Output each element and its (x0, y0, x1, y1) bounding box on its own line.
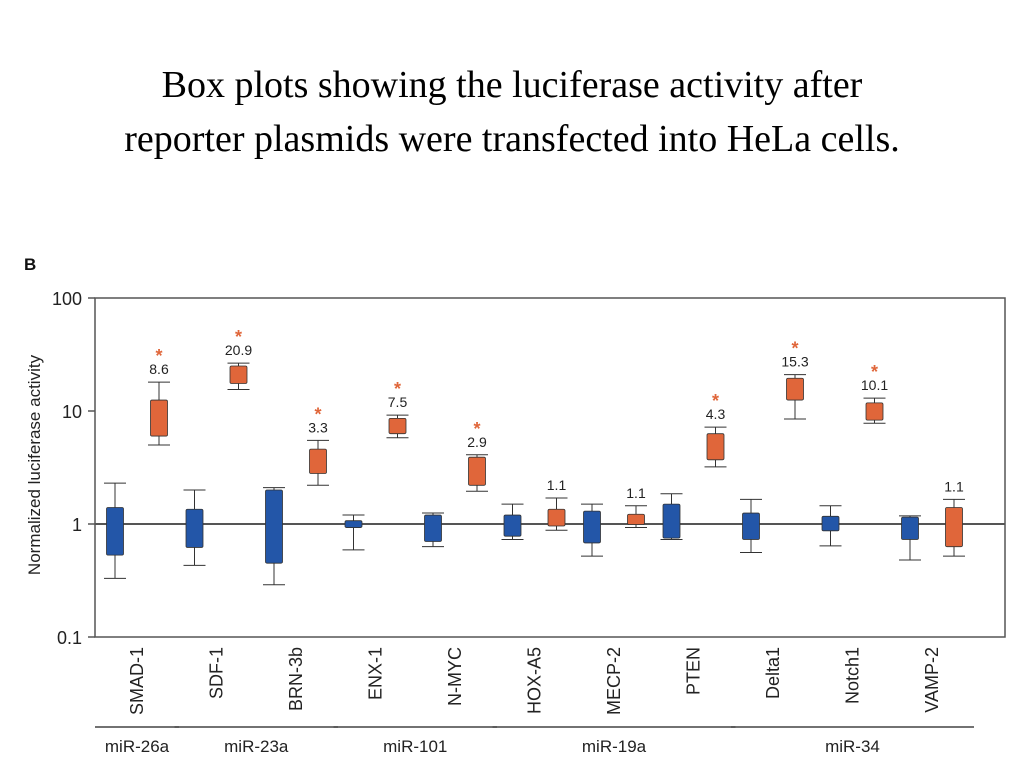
box-body (150, 399, 168, 437)
significance-star: * (791, 339, 798, 359)
mirna-box-VAMP-2: 1.1 (943, 478, 965, 557)
box-body (265, 489, 283, 564)
slide-title-line-2: reporter plasmids were transfected into … (124, 118, 900, 160)
control-box-PTEN (660, 493, 683, 540)
control-box-N-MYC (422, 512, 444, 548)
group-label-miR-34: miR-34 (825, 737, 880, 756)
box-body (424, 514, 442, 542)
x-tick-label-MECP-2: MECP-2 (604, 647, 624, 715)
group-label-miR-26a: miR-26a (105, 737, 170, 756)
significance-star: * (235, 327, 242, 347)
group-label-miR-23a: miR-23a (224, 737, 289, 756)
mirna-box-ENX-1: 7.5* (386, 379, 409, 439)
y-tick-label: 0.1 (57, 628, 82, 648)
y-tick-label: 100 (52, 289, 82, 309)
mirna-box-PTEN: 4.3* (704, 391, 727, 468)
box-body (865, 402, 884, 421)
box-body (786, 377, 804, 401)
box-body (106, 507, 124, 556)
y-tick-label: 10 (62, 402, 82, 422)
fold-change-label: 3.3 (308, 419, 328, 435)
x-tick-label-Notch1: Notch1 (843, 647, 863, 704)
mirna-box-BRN-3b: 3.3* (307, 404, 329, 486)
significance-star: * (712, 391, 719, 411)
box-body (706, 433, 725, 461)
significance-star: * (473, 419, 480, 439)
box-body (583, 510, 601, 544)
significance-star: * (314, 404, 321, 424)
fold-change-label: 1.1 (944, 478, 964, 494)
slide-title: Box plots showing the luciferase activit… (0, 58, 1024, 166)
fold-change-label: 1.1 (626, 485, 646, 501)
box-body (547, 508, 566, 527)
y-tick-label: 1 (72, 515, 82, 535)
significance-star: * (871, 362, 878, 382)
x-tick-label-SMAD-1: SMAD-1 (127, 647, 147, 715)
control-box-HOX-A5 (501, 503, 524, 540)
box-body (503, 514, 522, 537)
box-body (185, 508, 204, 548)
fold-change-label: 15.3 (781, 354, 808, 370)
box-body (662, 503, 681, 539)
control-box-Notch1 (819, 505, 842, 547)
x-tick-label-BRN-3b: BRN-3b (286, 647, 306, 711)
mirna-box-HOX-A5: 1.1 (545, 477, 568, 531)
mirna-box-SDF-1: 20.9* (225, 327, 252, 390)
fold-change-label: 10.1 (861, 377, 888, 393)
fold-change-label: 4.3 (706, 406, 726, 422)
x-tick-label-HOX-A5: HOX-A5 (525, 647, 545, 714)
control-box-SMAD-1 (104, 482, 126, 579)
group-label-miR-101: miR-101 (383, 737, 447, 756)
control-box-ENX-1 (342, 514, 365, 551)
mirna-box-SMAD-1: 8.6* (148, 346, 170, 446)
significance-star: * (155, 346, 162, 366)
box-body (388, 418, 407, 435)
box-body (344, 520, 363, 528)
box-body (468, 456, 486, 486)
significance-star: * (394, 379, 401, 399)
fold-change-label: 1.1 (547, 477, 567, 493)
x-tick-label-N-MYC: N-MYC (445, 647, 465, 706)
x-tick-label-VAMP-2: VAMP-2 (922, 647, 942, 713)
fold-change-label: 20.9 (225, 342, 252, 358)
mirna-box-MECP-2: 1.1 (625, 485, 647, 529)
fold-change-label: 7.5 (388, 394, 408, 410)
control-box-SDF-1 (183, 489, 206, 566)
y-axis-label: Normalized luciferase activity (25, 354, 44, 575)
x-tick-label-ENX-1: ENX-1 (366, 647, 386, 700)
x-tick-label-Delta1: Delta1 (763, 647, 783, 699)
control-box-VAMP-2 (899, 515, 921, 561)
mirna-box-Delta1: 15.3* (781, 339, 809, 420)
x-tick-label-PTEN: PTEN (684, 647, 704, 695)
fold-change-label: 8.6 (149, 361, 169, 377)
control-box-Delta1 (740, 498, 762, 553)
group-label-miR-19a: miR-19a (582, 737, 647, 756)
box-body (901, 516, 919, 540)
box-body (821, 515, 840, 532)
mirna-box-N-MYC: 2.9* (466, 419, 488, 492)
box-body (627, 513, 645, 525)
mirna-box-Notch1: 10.1* (861, 362, 888, 424)
control-box-BRN-3b (263, 487, 285, 586)
control-box-MECP-2 (581, 503, 603, 557)
box-body (229, 365, 248, 384)
fold-change-label: 2.9 (467, 434, 487, 450)
box-body (309, 448, 327, 474)
plot-frame (94, 297, 1006, 638)
panel-label: B (24, 255, 36, 274)
x-tick-label-SDF-1: SDF-1 (207, 647, 227, 699)
box-body (742, 512, 760, 540)
box-body (945, 507, 963, 548)
slide-title-line-1: Box plots showing the luciferase activit… (161, 64, 863, 106)
